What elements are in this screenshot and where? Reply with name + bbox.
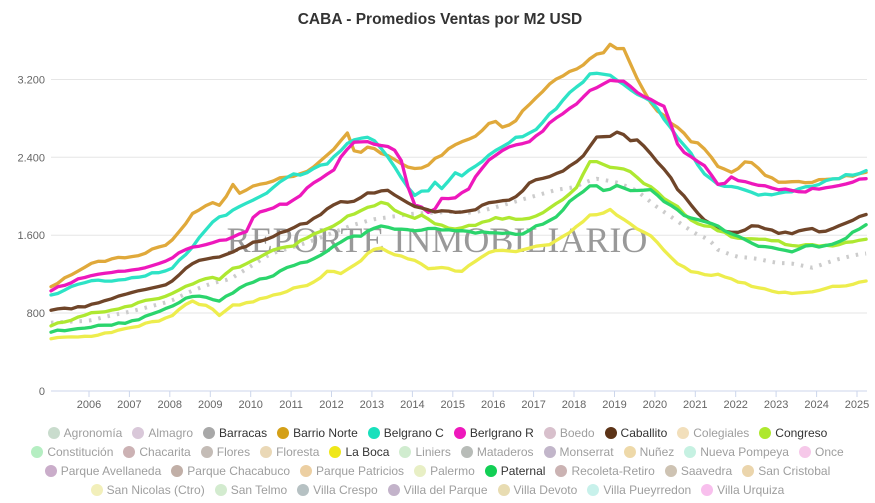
svg-text:0: 0 — [39, 386, 45, 398]
svg-text:2014: 2014 — [400, 399, 424, 411]
svg-text:2018: 2018 — [562, 399, 586, 411]
svg-text:2010: 2010 — [238, 399, 262, 411]
svg-text:2013: 2013 — [360, 399, 384, 411]
svg-text:2017: 2017 — [521, 399, 545, 411]
svg-text:2020: 2020 — [643, 399, 667, 411]
svg-text:2021: 2021 — [683, 399, 707, 411]
svg-text:2006: 2006 — [77, 399, 101, 411]
svg-text:REPORTE INMOBILIARIO: REPORTE INMOBILIARIO — [227, 220, 648, 260]
svg-text:2011: 2011 — [279, 399, 303, 411]
svg-text:2019: 2019 — [602, 399, 626, 411]
svg-text:800: 800 — [27, 308, 45, 320]
svg-text:2012: 2012 — [319, 399, 343, 411]
svg-text:2023: 2023 — [764, 399, 788, 411]
svg-text:2016: 2016 — [481, 399, 505, 411]
svg-text:2015: 2015 — [441, 399, 465, 411]
svg-text:2025: 2025 — [845, 399, 869, 411]
svg-text:2007: 2007 — [117, 399, 141, 411]
svg-text:2022: 2022 — [723, 399, 747, 411]
svg-text:3.200: 3.200 — [17, 75, 45, 87]
svg-text:2.400: 2.400 — [17, 152, 45, 164]
svg-text:2008: 2008 — [158, 399, 182, 411]
svg-text:2024: 2024 — [804, 399, 828, 411]
svg-text:1.600: 1.600 — [17, 230, 45, 242]
svg-text:2009: 2009 — [198, 399, 222, 411]
svg-text:CABA - Promedios Ventas por M2: CABA - Promedios Ventas por M2 USD — [298, 11, 583, 28]
